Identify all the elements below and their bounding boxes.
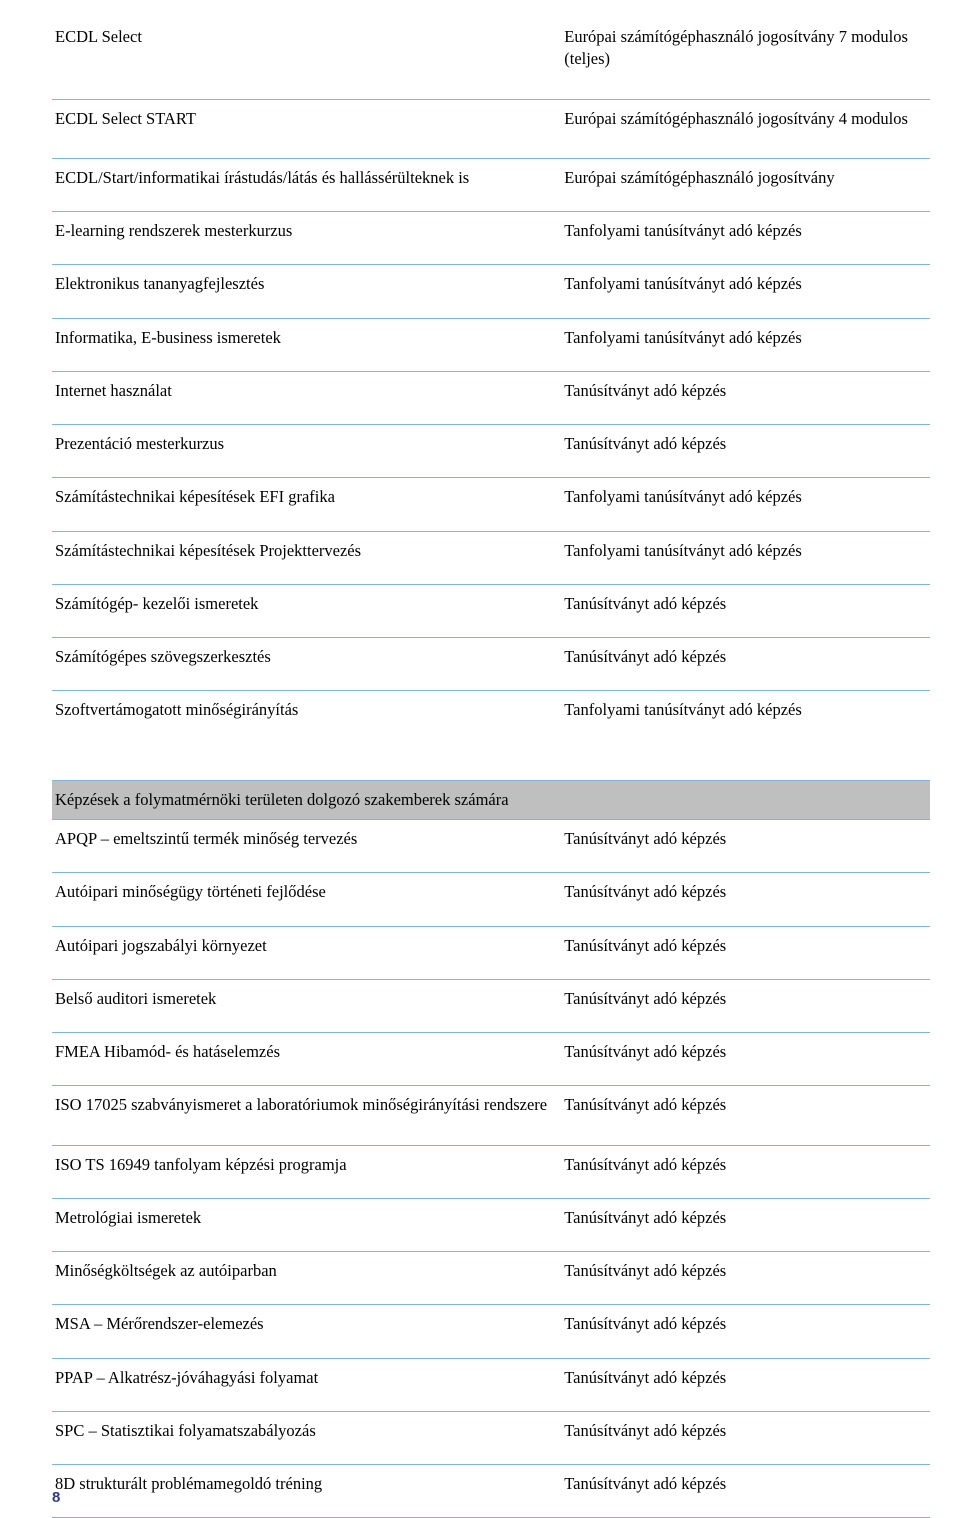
course-type-cell: Tanúsítványt adó képzés	[561, 1465, 930, 1518]
course-type-cell: Tanfolyami tanúsítványt adó képzés	[561, 691, 930, 780]
course-name-cell: Szoftvertámogatott minőségirányítás	[52, 691, 561, 780]
course-name-cell: SPC – Statisztikai folyamatszabályozás	[52, 1411, 561, 1464]
course-name-cell: PPAP – Alkatrész-jóváhagyási folyamat	[52, 1358, 561, 1411]
course-name-cell: Számítástechnikai képesítések Projektter…	[52, 531, 561, 584]
course-name-cell: ECDL/Start/informatikai írástudás/látás …	[52, 158, 561, 211]
course-name-cell: APQP – emeltszintű termék minőség tervez…	[52, 819, 561, 872]
table-row: MSA – Mérőrendszer-elemezésTanúsítványt …	[52, 1305, 930, 1358]
course-type-cell: Tanúsítványt adó képzés	[561, 1086, 930, 1145]
course-type-cell: Tanúsítványt adó képzés	[561, 873, 930, 926]
course-name-cell: Autóipari minőségügy történeti fejlődése	[52, 873, 561, 926]
course-type-cell: Tanúsítványt adó képzés	[561, 1252, 930, 1305]
course-type-cell: Tanúsítványt adó képzés	[561, 425, 930, 478]
section-header-row: Képzések a folymatmérnöki területen dolg…	[52, 780, 930, 819]
table-row: ECDL/Start/informatikai írástudás/látás …	[52, 158, 930, 211]
course-table-body: ECDL SelectEurópai számítógéphasználó jo…	[52, 18, 930, 1518]
table-row: Számítógépes szövegszerkesztésTanúsítván…	[52, 638, 930, 691]
course-name-cell: FMEA Hibamód- és hatáselemzés	[52, 1033, 561, 1086]
section-header-cell: Képzések a folymatmérnöki területen dolg…	[52, 780, 561, 819]
course-name-cell: ECDL Select	[52, 18, 561, 99]
table-row: Számítástechnikai képesítések EFI grafik…	[52, 478, 930, 531]
course-type-cell: Tanúsítványt adó képzés	[561, 1145, 930, 1198]
table-row: Internet használatTanúsítványt adó képzé…	[52, 371, 930, 424]
course-type-cell: Tanúsítványt adó képzés	[561, 584, 930, 637]
table-row: ECDL SelectEurópai számítógéphasználó jo…	[52, 18, 930, 99]
course-type-cell: Tanúsítványt adó képzés	[561, 638, 930, 691]
course-name-cell: Prezentáció mesterkurzus	[52, 425, 561, 478]
table-row: E-learning rendszerek mesterkurzus Tanfo…	[52, 212, 930, 265]
course-type-cell: Európai számítógéphasználó jogosítvány 4…	[561, 99, 930, 158]
table-row: Elektronikus tananyagfejlesztés Tanfolya…	[52, 265, 930, 318]
course-type-cell: Tanúsítványt adó képzés	[561, 371, 930, 424]
table-row: Számítógép- kezelői ismeretekTanúsítvány…	[52, 584, 930, 637]
table-row: SPC – Statisztikai folyamatszabályozásTa…	[52, 1411, 930, 1464]
course-name-cell: Számítástechnikai képesítések EFI grafik…	[52, 478, 561, 531]
course-table: ECDL SelectEurópai számítógéphasználó jo…	[52, 18, 930, 1518]
table-row: Prezentáció mesterkurzusTanúsítványt adó…	[52, 425, 930, 478]
page: ECDL SelectEurópai számítógéphasználó jo…	[0, 0, 960, 1518]
table-row: Számítástechnikai képesítések Projektter…	[52, 531, 930, 584]
page-number: 8	[52, 1489, 60, 1506]
table-row: ECDL Select STARTEurópai számítógéphaszn…	[52, 99, 930, 158]
course-type-cell: Tanúsítványt adó képzés	[561, 819, 930, 872]
table-row: Minőségköltségek az autóiparbanTanúsítvá…	[52, 1252, 930, 1305]
course-type-cell: Tanfolyami tanúsítványt adó képzés	[561, 478, 930, 531]
course-name-cell: MSA – Mérőrendszer-elemezés	[52, 1305, 561, 1358]
course-type-cell: Tanúsítványt adó képzés	[561, 1358, 930, 1411]
course-name-cell: Minőségköltségek az autóiparban	[52, 1252, 561, 1305]
course-name-cell: Számítógépes szövegszerkesztés	[52, 638, 561, 691]
course-type-cell: Tanúsítványt adó képzés	[561, 979, 930, 1032]
course-type-cell: Tanfolyami tanúsítványt adó képzés	[561, 212, 930, 265]
course-name-cell: 8D strukturált problémamegoldó tréning	[52, 1465, 561, 1518]
table-row: Belső auditori ismeretekTanúsítványt adó…	[52, 979, 930, 1032]
table-row: Autóipari jogszabályi környezetTanúsítvá…	[52, 926, 930, 979]
table-row: PPAP – Alkatrész-jóváhagyási folyamatTan…	[52, 1358, 930, 1411]
course-name-cell: E-learning rendszerek mesterkurzus	[52, 212, 561, 265]
section-header-cell-empty	[561, 780, 930, 819]
table-row: Metrológiai ismeretekTanúsítványt adó ké…	[52, 1198, 930, 1251]
table-row: APQP – emeltszintű termék minőség tervez…	[52, 819, 930, 872]
table-row: Autóipari minőségügy történeti fejlődése…	[52, 873, 930, 926]
table-row: ISO 17025 szabványismeret a laboratórium…	[52, 1086, 930, 1145]
table-row: Informatika, E-business ismeretek Tanfol…	[52, 318, 930, 371]
course-name-cell: ECDL Select START	[52, 99, 561, 158]
course-type-cell: Tanúsítványt adó képzés	[561, 1033, 930, 1086]
course-type-cell: Tanfolyami tanúsítványt adó képzés	[561, 318, 930, 371]
course-name-cell: Autóipari jogszabályi környezet	[52, 926, 561, 979]
course-type-cell: Tanúsítványt adó képzés	[561, 926, 930, 979]
course-type-cell: Tanúsítványt adó képzés	[561, 1305, 930, 1358]
course-name-cell: ISO TS 16949 tanfolyam képzési programja	[52, 1145, 561, 1198]
table-row: 8D strukturált problémamegoldó tréningTa…	[52, 1465, 930, 1518]
course-type-cell: Tanfolyami tanúsítványt adó képzés	[561, 531, 930, 584]
course-name-cell: Internet használat	[52, 371, 561, 424]
course-name-cell: Metrológiai ismeretek	[52, 1198, 561, 1251]
course-type-cell: Tanfolyami tanúsítványt adó képzés	[561, 265, 930, 318]
table-row: Szoftvertámogatott minőségirányításTanfo…	[52, 691, 930, 780]
course-type-cell: Európai számítógéphasználó jogosítvány	[561, 158, 930, 211]
table-row: FMEA Hibamód- és hatáselemzésTanúsítvány…	[52, 1033, 930, 1086]
course-name-cell: Informatika, E-business ismeretek	[52, 318, 561, 371]
course-name-cell: Elektronikus tananyagfejlesztés	[52, 265, 561, 318]
course-name-cell: ISO 17025 szabványismeret a laboratórium…	[52, 1086, 561, 1145]
course-name-cell: Számítógép- kezelői ismeretek	[52, 584, 561, 637]
course-name-cell: Belső auditori ismeretek	[52, 979, 561, 1032]
course-type-cell: Európai számítógéphasználó jogosítvány 7…	[561, 18, 930, 99]
course-type-cell: Tanúsítványt adó képzés	[561, 1198, 930, 1251]
table-row: ISO TS 16949 tanfolyam képzési programja…	[52, 1145, 930, 1198]
course-type-cell: Tanúsítványt adó képzés	[561, 1411, 930, 1464]
